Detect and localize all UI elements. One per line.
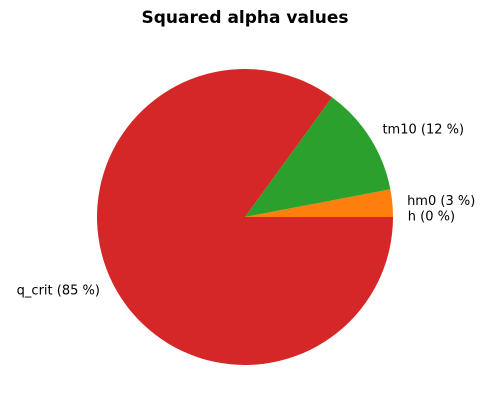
pie-slice: [245, 189, 393, 217]
slice-label: q_crit (85 %): [17, 283, 100, 298]
pie-slice: [97, 69, 393, 366]
slice-label: hm0 (3 %): [407, 194, 475, 209]
pie-slice: [245, 97, 391, 217]
slice-label: h (0 %): [408, 210, 455, 225]
chart-title: Squared alpha values: [141, 8, 348, 28]
slice-label: tm10 (12 %): [382, 122, 464, 137]
